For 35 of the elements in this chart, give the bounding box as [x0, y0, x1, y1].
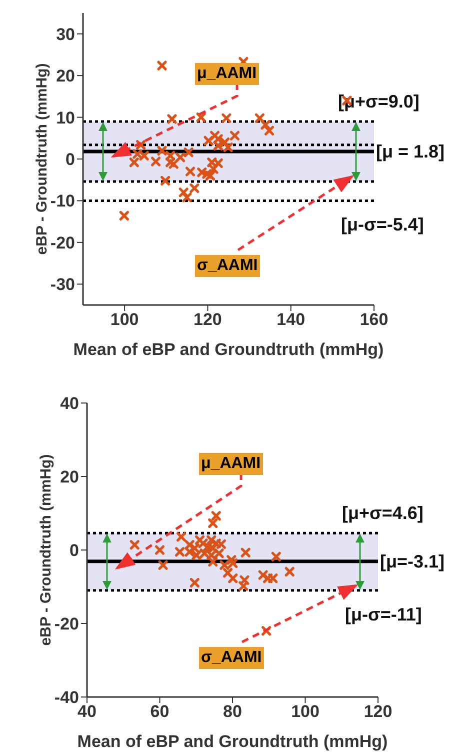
y-tick-label: -40: [54, 688, 79, 708]
x-tick-label: 100: [110, 310, 139, 330]
y-tick-label: 0: [70, 541, 79, 560]
y-tick-label: -20: [50, 233, 75, 252]
x-tick-label: 140: [276, 310, 306, 330]
x-axis-title: Mean of eBP and Groundtruth (mmHg): [77, 732, 388, 751]
ref-line-label: [μ-σ=-11]: [345, 604, 422, 624]
ref-line-label: [μ-σ=-5.4]: [341, 214, 424, 235]
y-tick-label: 20: [56, 66, 75, 86]
y-axis-title: eBP - Groundtruth (mmHg): [33, 63, 50, 255]
annotation: μ_AAMI: [201, 455, 261, 472]
ref-line-label: [μ = 1.8]: [376, 141, 445, 162]
y-tick-label: 40: [60, 394, 79, 414]
y-tick-label: 10: [56, 108, 75, 128]
annotation: μ_AAMI: [197, 65, 257, 82]
x-tick-label: 120: [194, 310, 222, 330]
x-tick-label: 60: [150, 702, 170, 722]
x-tick-label: 120: [364, 702, 392, 722]
y-tick-label: 0: [66, 150, 75, 170]
y-tick-label: -10: [50, 192, 75, 211]
x-tick-label: 160: [360, 310, 388, 330]
x-tick-label: 100: [291, 702, 320, 722]
x-tick-label: 80: [223, 702, 242, 722]
x-axis-title: Mean of eBP and Groundtruth (mmHg): [73, 340, 384, 359]
y-tick-label: 20: [60, 468, 79, 487]
annotation: σ_AAMI: [201, 649, 262, 666]
ref-line-label: [μ+σ=9.0]: [338, 91, 420, 112]
y-tick-label: 30: [56, 24, 75, 44]
x-tick-label: 40: [78, 702, 96, 722]
ref-line-label: [μ=-3.1]: [380, 551, 445, 572]
ref-line-label: [μ+σ=4.6]: [342, 503, 424, 524]
y-axis-title: eBP - Groundtruth (mmHg): [37, 454, 54, 646]
annotation: σ_AAMI: [197, 257, 258, 274]
y-tick-label: -20: [54, 614, 79, 634]
y-tick-label: -30: [50, 275, 75, 294]
